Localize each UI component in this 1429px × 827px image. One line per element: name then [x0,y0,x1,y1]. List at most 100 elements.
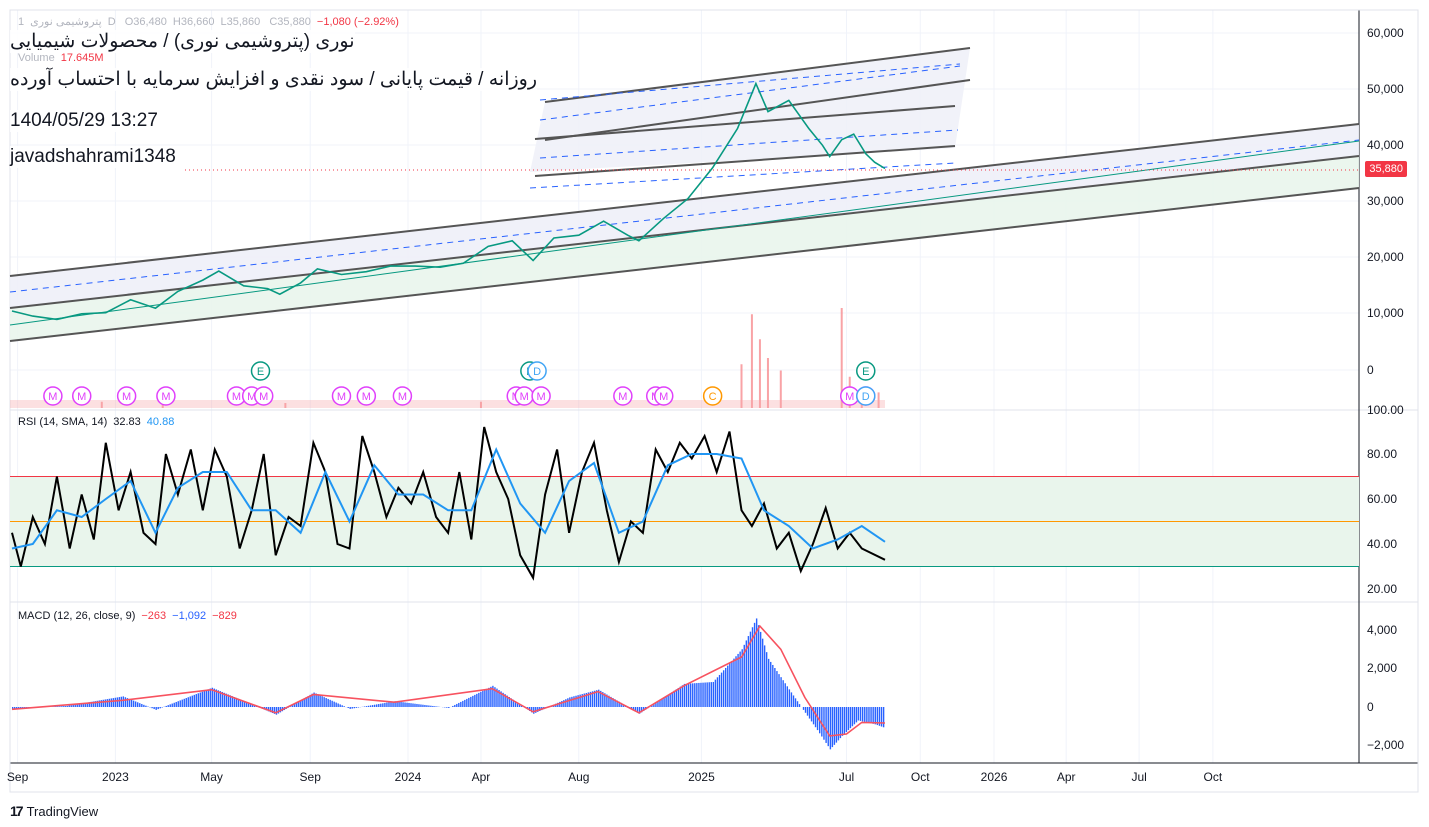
macd-histogram-bar [355,707,358,708]
macd-histogram-bar [518,703,521,707]
macd-histogram-bar [177,701,179,707]
tradingview-brand[interactable]: 17 TradingView [10,803,99,819]
macd-histogram-bar [384,702,386,707]
price-series [11,81,886,321]
macd-histogram-bar [193,694,195,707]
price-tick-label: 40,000 [1367,138,1404,152]
event-marker-label: M [161,391,170,403]
macd-histogram-bar [139,703,141,707]
macd-histogram-bar [667,694,669,707]
event-marker-label: E [257,366,264,378]
macd-histogram-bar [630,707,633,709]
event-marker-label: M [232,391,241,403]
macd-histogram-bar [810,707,813,722]
timestamp: 1404/05/29 13:27 [10,110,158,132]
macd-histogram-bar [579,694,581,707]
macd-histogram-bar [708,682,710,707]
macd-tick-label: 4,000 [1367,623,1397,637]
macd-histogram-bar [299,700,301,707]
macd-histogram-bar [161,707,163,708]
macd-histogram-bar [313,692,315,707]
macd-histogram-bar [567,698,569,707]
macd-histogram-bar [428,705,430,707]
event-marker-label: C [709,391,717,403]
channel-bottom [9,187,1360,342]
macd-histogram-bar [835,707,838,743]
event-marker [253,386,274,406]
event-markers: MMMMMMMEMMMMMEDMMMMCMMED [43,361,876,406]
macd-histogram-bar [577,695,579,707]
macd-histogram-bar [369,705,372,707]
macd-histogram-bar [745,640,748,707]
rsi-tick-label: 20.00 [1367,582,1397,596]
macd-histogram-bar [462,700,464,707]
macd-histogram-bar [704,682,706,707]
macd-histogram-bar [790,692,793,707]
close-price-line [11,81,886,321]
macd-histogram-bar [571,696,573,707]
macd-histogram-bar [675,689,678,707]
macd-histogram-bar [677,687,680,707]
macd-histogram-bar [309,694,311,707]
macd-histogram-bar [380,703,382,707]
macd-histogram-bar [195,694,197,707]
macd-histogram-bar [786,686,788,707]
channel-top [9,123,1360,277]
macd-histogram-bar [618,701,620,707]
last-price-tag: 35,880 [1365,161,1407,177]
macd-histogram-bar [143,704,145,707]
rsi-pane [10,426,1359,581]
event-marker [156,386,176,406]
macd-histogram-bar [303,698,305,707]
macd-histogram-bar [661,698,663,707]
volume-bar [740,364,743,408]
macd-histogram-bar [211,687,214,707]
time-tick-label: Oct [1204,770,1223,784]
short-channel-dash [539,65,961,121]
macd-histogram-bar [64,705,66,707]
macd-histogram-bar [486,688,488,707]
macd-histogram-bar [729,663,731,707]
event-marker-label: M [337,391,346,403]
macd-histogram-bar [191,695,193,707]
time-tick-label: Apr [1057,770,1076,784]
macd-legend[interactable]: MACD (12, 26, close, 9) −263 −1,092 −829 [18,610,237,622]
macd-histogram-bar [587,692,590,707]
event-marker [116,386,137,406]
macd-histogram-bar [683,683,686,707]
macd-histogram-bar [882,707,885,728]
macd-histogram-bar [448,707,450,708]
macd-histogram-bar [325,698,327,707]
macd-histogram-bar [307,696,309,707]
macd-histogram-bar [533,707,535,714]
macd-histogram-bar [86,702,88,707]
macd-histogram-bar [751,627,754,707]
macd-histogram-bar [855,707,858,723]
macd-histogram-bar [418,704,420,707]
macd-histogram-bar [753,622,756,707]
macd-histogram-bar [468,697,470,707]
macd-histogram-bar [737,653,739,707]
macd-histogram-bar [88,702,90,707]
event-marker [527,361,547,381]
macd-histogram-bar [124,697,127,707]
macd-histogram-bar [470,696,472,707]
rsi-legend[interactable]: RSI (14, SMA, 14) 32.83 40.88 [18,416,175,428]
macd-histogram-bar [696,683,698,707]
axes: 60,000 50,000 40,000 30,000 20,000 10,000 0 100… [7,26,1404,784]
macd-histogram-bar [798,704,801,707]
event-marker-label: M [362,391,371,403]
macd-histogram-bar [371,705,374,707]
macd-histogram-bar [687,683,690,707]
macd-histogram-bar [716,677,719,707]
macd-histogram-bar [763,645,766,707]
volume-bar [779,370,782,408]
macd-histogram-bar [335,702,337,707]
macd-histogram-bar [337,703,339,707]
volume-bar [479,401,482,408]
macd-histogram-bar [806,707,809,716]
macd-histogram-bar [876,707,879,726]
macd-histogram-bar [604,693,606,707]
macd-histogram-bar [792,695,795,707]
